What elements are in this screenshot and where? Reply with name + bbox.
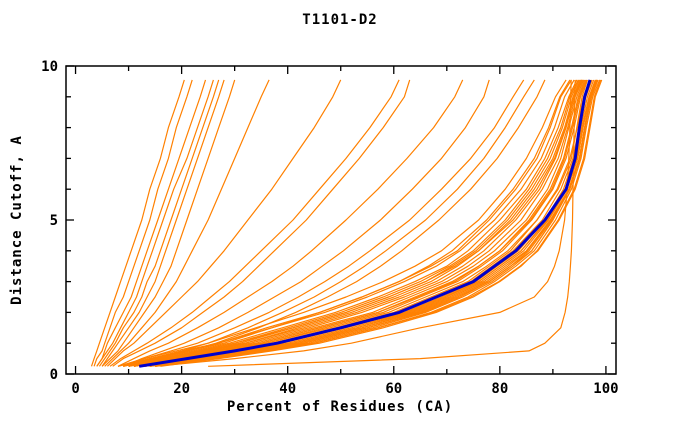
model-curve [208, 79, 576, 367]
model-curve [149, 79, 598, 367]
model-curve [90, 79, 185, 367]
model-curve [123, 79, 575, 367]
model-curve [128, 79, 582, 367]
model-curve [123, 79, 571, 367]
model-curve [109, 79, 400, 367]
model-curve [112, 79, 411, 367]
model-curve [133, 79, 585, 367]
model-curve [155, 79, 603, 367]
model-curve [128, 79, 535, 367]
x-tick-label: 80 [491, 381, 508, 397]
x-tick-label: 0 [71, 381, 79, 397]
y-tick-label: 5 [50, 213, 58, 229]
model-curve [104, 79, 270, 367]
chart-title: T1101-D2 [302, 12, 378, 28]
model-curve [96, 79, 214, 367]
x-tick-label: 40 [279, 381, 296, 397]
model-curve [133, 79, 587, 367]
x-tick-label: 20 [173, 381, 190, 397]
model-curve [123, 79, 578, 367]
model-curve [128, 79, 583, 367]
model-curve [117, 79, 572, 367]
x-tick-label: 100 [593, 381, 618, 397]
model-curve [123, 79, 525, 367]
model-curve [98, 79, 220, 367]
y-axis-label: Distance Cutoff, A [9, 135, 25, 305]
model-curve [96, 79, 207, 367]
model-curve [117, 79, 567, 367]
best-model-curve [138, 79, 592, 368]
model-curve [160, 79, 602, 367]
y-tick-label: 0 [50, 367, 58, 383]
model-curve [101, 79, 236, 367]
x-axis-label: Percent of Residues (CA) [226, 399, 454, 415]
model-curve [155, 79, 572, 367]
model-curve [117, 79, 464, 367]
model-curve [144, 79, 597, 367]
x-tick-label: 60 [385, 381, 402, 397]
model-curve [101, 79, 225, 367]
model-curve [128, 79, 584, 367]
model-curve [123, 79, 490, 367]
model-curve [93, 79, 193, 367]
y-tick-label: 10 [41, 59, 58, 75]
model-curve [106, 79, 342, 367]
